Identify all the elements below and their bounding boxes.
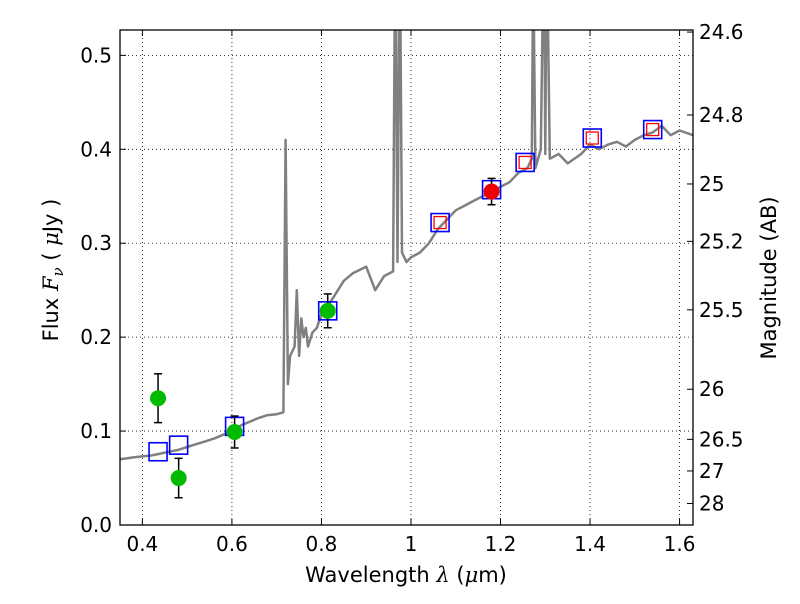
optical-photometry-point xyxy=(319,302,336,319)
y-axis-label-right: Magnitude (AB) xyxy=(757,196,781,359)
model-photometry-square xyxy=(582,128,603,148)
mag-tick-label: 25 xyxy=(699,172,724,196)
optical-photometry-point xyxy=(170,470,187,487)
plot-frame xyxy=(119,29,694,526)
model-photometry-square xyxy=(168,435,189,455)
y-tick-label: 0.5 xyxy=(80,43,112,67)
y-axis-right: 24.6 24.8 25 25.2 25.5 26 26.5 27 28 xyxy=(687,20,744,515)
model-photometry-square xyxy=(430,212,450,233)
mag-tick-label: 26.5 xyxy=(699,427,744,451)
y-tick-label: 0.2 xyxy=(80,325,112,349)
inner-red-square xyxy=(518,155,532,170)
mag-tick-label: 24.6 xyxy=(699,20,744,44)
x-tick-label: 0.4 xyxy=(126,532,158,556)
model-photometry-square xyxy=(148,441,168,462)
marker-group xyxy=(148,119,663,499)
inner-red-square xyxy=(646,122,660,137)
x-axis-label: Wavelength λ (μm) xyxy=(305,563,507,587)
model-photometry-square xyxy=(515,152,535,173)
nir-detection-point xyxy=(483,183,500,200)
x-tick-label: 1.6 xyxy=(664,532,696,556)
x-tick-label: 1.2 xyxy=(485,532,517,556)
x-tick-label: 1.4 xyxy=(574,532,606,556)
x-axis: 0.4 0.6 0.8 1 1.2 1.4 1.6 xyxy=(126,30,695,556)
y-axis-left: 0.0 0.1 0.2 0.3 0.4 0.5 xyxy=(80,43,126,537)
inner-red-square xyxy=(433,215,447,230)
inner-red-square xyxy=(585,131,599,145)
y-tick-label: 0.4 xyxy=(80,137,112,161)
mag-tick-label: 26 xyxy=(699,377,724,401)
sed-curve-group xyxy=(120,30,693,461)
mag-tick-label: 25.5 xyxy=(699,298,744,322)
mag-tick-label: 24.8 xyxy=(699,103,744,127)
x-tick-label: 0.8 xyxy=(306,532,338,556)
mag-tick-label: 25.2 xyxy=(699,229,744,253)
mag-tick-label: 28 xyxy=(699,491,724,515)
grid xyxy=(120,30,693,526)
model-photometry-square xyxy=(642,119,663,140)
x-tick-label: 0.6 xyxy=(216,532,248,556)
mag-tick-label: 27 xyxy=(699,459,724,483)
y-tick-label: 0.0 xyxy=(80,513,112,537)
optical-photometry-point xyxy=(226,424,243,441)
sed-curve xyxy=(120,30,693,461)
y-tick-label: 0.1 xyxy=(80,419,112,443)
plot-background xyxy=(120,30,693,525)
x-tick-label: 1 xyxy=(405,532,418,556)
optical-photometry-point xyxy=(150,390,167,407)
y-axis-label-left: Flux Fν ( μJy ) xyxy=(39,199,67,342)
y-tick-label: 0.3 xyxy=(80,231,112,255)
